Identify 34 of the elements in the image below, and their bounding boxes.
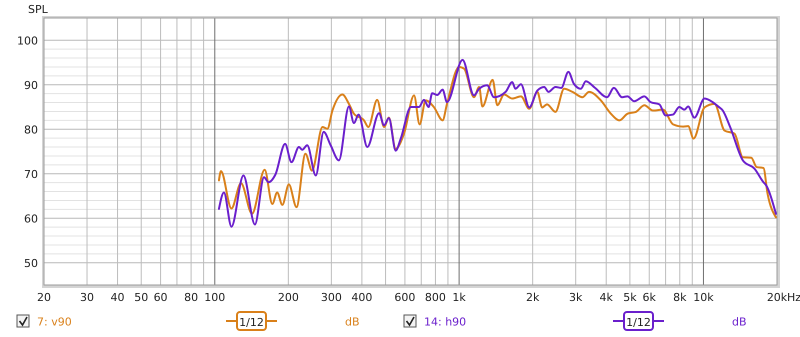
x-tick-label: 5k	[623, 291, 638, 304]
text: 14: h90	[424, 316, 466, 328]
x-tick-label: 3k	[569, 291, 584, 304]
text: 7: v90	[37, 316, 72, 328]
text: 1/12	[239, 316, 264, 329]
x-tick-label: 6k	[642, 291, 657, 304]
x-tick-label: 2k	[526, 291, 540, 304]
y-tick-label: 90	[24, 78, 38, 92]
x-tick-label: 8k	[673, 291, 688, 304]
y-tick-label: 60	[24, 212, 38, 226]
x-tick-label: 4k	[600, 291, 614, 304]
text: dB	[732, 316, 747, 328]
y-tick-label: 70	[24, 168, 38, 181]
x-tick-label: 300	[320, 291, 342, 304]
y-tick-label: 50	[24, 256, 38, 270]
x-tick-label: 600	[394, 291, 416, 304]
x-tick-label: 30	[80, 291, 94, 304]
y-axis-title: SPL	[28, 3, 49, 16]
x-tick-label: 200	[278, 291, 299, 304]
x-tick-label: 80	[184, 291, 198, 304]
x-tick-label: 100	[204, 291, 226, 304]
x-tick-label: 50	[134, 291, 148, 304]
x-tick-label: 20k	[766, 291, 788, 304]
x-tick-label: 20	[37, 291, 51, 304]
text: dB	[345, 316, 360, 328]
y-tick-label: 80	[24, 123, 38, 136]
x-tick-label: 800	[424, 291, 446, 304]
x-tick-label: 40	[110, 291, 125, 304]
x-tick-label: 10k	[693, 291, 714, 304]
x-tick-label: 60	[154, 291, 168, 304]
x-tick-label: 400	[351, 291, 372, 304]
text: 1/12	[626, 316, 651, 329]
y-tick-label: 100	[17, 34, 38, 48]
x-tick-label: 1k	[452, 291, 466, 304]
